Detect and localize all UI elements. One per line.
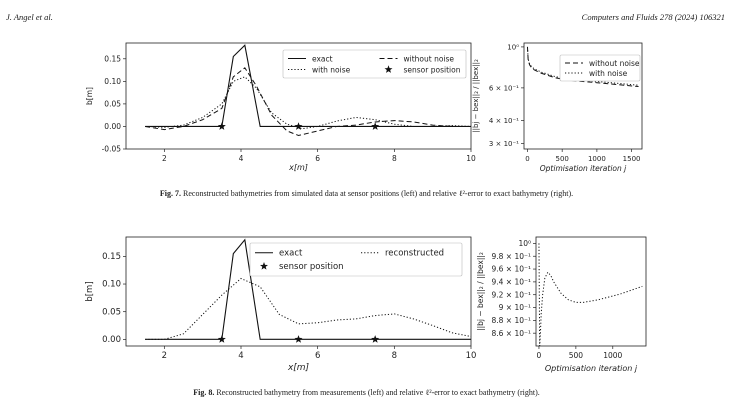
- legend-label: without noise: [589, 59, 640, 68]
- chart-1: 2 4 6 8 10 -0.05 0.00 0.05 0.10 0.15 x[m] b[m] exact…: [85, 42, 476, 172]
- x-tick-label: 1000: [603, 351, 622, 360]
- plot-frame: [125, 42, 472, 150]
- series-line-3: [145, 76, 471, 130]
- x-axis-label: x[m]: [287, 363, 310, 373]
- legend-box: [249, 242, 463, 277]
- x-tick-label: 500: [569, 351, 584, 360]
- series-line-2: [526, 46, 639, 86]
- sensor-position-marker: [294, 122, 303, 130]
- y-axis-label: b[m]: [85, 87, 94, 105]
- chart-4: 0 500 1000 10⁰ 9.8 × 10⁻¹ 9.6 × 10⁻¹ 9.4 × 10⁻…: [476, 236, 647, 373]
- y-tick-label: 3 × 10⁻¹: [489, 140, 519, 148]
- plot-frame: [523, 42, 643, 150]
- sensor-position-marker: [217, 335, 226, 343]
- legend-label: without noise: [404, 54, 455, 63]
- sensor-position-marker: [217, 122, 226, 130]
- sensor-position-marker: [371, 122, 380, 130]
- series-line-2: [145, 277, 471, 340]
- figure-7-caption: Fig. 7. Reconstructed bathymetries from …: [0, 189, 733, 198]
- y-tick-label: 10⁰: [518, 239, 531, 248]
- y-tick-label: 8.8 × 10⁻¹: [492, 316, 532, 325]
- x-tick-label: 1500: [623, 155, 641, 163]
- legend-box: [282, 49, 467, 79]
- y-tick-label: 9.8 × 10⁻¹: [492, 252, 532, 261]
- x-tick-label: 500: [555, 155, 568, 163]
- plot-frame: [535, 236, 647, 347]
- x-tick-label: 10: [466, 351, 477, 361]
- running-head-authors: J. Angel et al.: [6, 12, 53, 22]
- x-tick-label: 10: [466, 154, 476, 163]
- plot-frame: [125, 236, 472, 347]
- y-tick-label: 0.15: [104, 54, 121, 63]
- legend-label: sensor position: [404, 65, 461, 74]
- legend-box: [559, 54, 641, 82]
- y-tick-label: 9.4 × 10⁻¹: [492, 277, 532, 286]
- y-tick-label: 9.6 × 10⁻¹: [492, 265, 532, 274]
- y-tick-label: 8.6 × 10⁻¹: [492, 329, 532, 338]
- x-axis-label: Optimisation iteration j: [545, 364, 638, 373]
- legend-label: reconstructed: [385, 249, 444, 259]
- legend-label: with noise: [312, 65, 351, 74]
- y-tick-label: 0.00: [102, 335, 121, 345]
- x-tick-label: 4: [239, 154, 244, 163]
- y-tick-label: 10⁰: [507, 44, 519, 52]
- figure-8-caption: Fig. 8. Reconstructed bathymetry from me…: [0, 388, 733, 397]
- legend-label: sensor position: [279, 262, 344, 272]
- legend-label: exact: [279, 249, 303, 259]
- y-tick-label: 6 × 10⁻¹: [489, 84, 519, 92]
- x-tick-label: 4: [238, 351, 243, 361]
- series-line-1: [526, 46, 639, 88]
- y-axis-label: b[m]: [85, 281, 95, 301]
- legend-label: exact: [312, 54, 333, 63]
- x-tick-label: 8: [392, 154, 397, 163]
- legend-label: with noise: [589, 69, 628, 78]
- x-axis-label: Optimisation iteration j: [540, 164, 627, 173]
- x-tick-label: 0: [537, 351, 542, 360]
- y-axis-label: ||bj − bex||₂ / ||bex||₂: [472, 59, 480, 133]
- figure-8-label: Fig. 8.: [193, 388, 215, 397]
- x-tick-label: 8: [392, 351, 397, 361]
- figure-7-text: Reconstructed bathymetries from simulate…: [183, 189, 574, 198]
- x-tick-label: 1000: [588, 155, 606, 163]
- x-tick-label: 6: [315, 351, 320, 361]
- y-tick-label: 0.00: [104, 122, 121, 131]
- y-tick-label: 4 × 10⁻¹: [489, 117, 519, 125]
- chart-3: 2 4 6 8 10 0.00 0.05 0.10 0.15 x[m] b[m] exact recon…: [85, 236, 477, 373]
- chart-2: 0 500 1000 1500 10⁰ 6 × 10⁻¹ 4 × 10⁻¹ 3 × 10⁻¹ O…: [472, 42, 643, 173]
- sensor-position-marker: [294, 335, 303, 343]
- y-tick-label: 0.10: [104, 77, 121, 86]
- figure-8-text: Reconstructed bathymetry from measuremen…: [216, 388, 540, 397]
- y-tick-label: 0.10: [102, 280, 121, 290]
- series-line-2: [145, 67, 471, 136]
- y-axis-label: ||bj − bex||₂ / ||bex||₂: [476, 252, 485, 331]
- x-tick-label: 0: [525, 155, 529, 163]
- y-tick-label: 9 × 10⁻¹: [499, 303, 531, 312]
- x-tick-label: 6: [315, 154, 320, 163]
- x-axis-label: x[m]: [288, 163, 308, 172]
- x-tick-label: 2: [162, 351, 167, 361]
- y-tick-label: 0.05: [102, 307, 121, 317]
- y-tick-label: -0.05: [102, 145, 122, 154]
- running-head-journal: Computers and Fluids 278 (2024) 106321: [581, 12, 725, 22]
- y-tick-label: 0.15: [102, 252, 121, 262]
- figure-7-label: Fig. 7.: [159, 189, 181, 198]
- sensor-position-marker: [371, 335, 380, 343]
- legend-marker: [384, 65, 393, 73]
- y-tick-label: 9.2 × 10⁻¹: [492, 290, 532, 299]
- legend-marker: [260, 262, 268, 270]
- x-tick-label: 2: [162, 154, 167, 163]
- series-line-1: [538, 243, 643, 346]
- series-line-1: [145, 238, 471, 340]
- y-tick-label: 0.05: [104, 99, 121, 108]
